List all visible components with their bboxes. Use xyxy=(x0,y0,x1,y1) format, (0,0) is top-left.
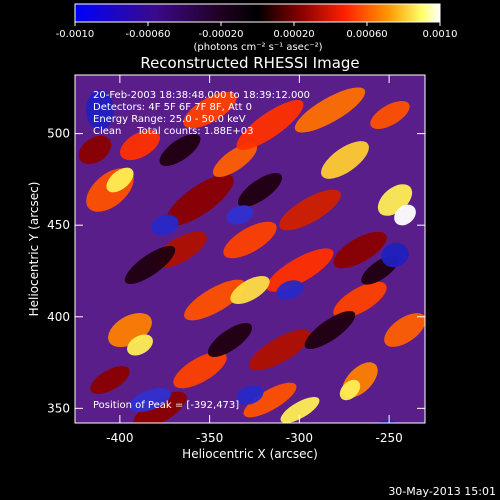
heatmap-blob xyxy=(90,366,130,394)
heatmap-blob xyxy=(207,322,253,358)
heatmap-blob xyxy=(124,245,176,285)
heatmap-blob xyxy=(133,391,187,423)
heatmap-blob xyxy=(230,276,270,304)
heatmap-blob xyxy=(184,279,246,321)
heatmap-blob xyxy=(226,205,254,225)
heatmap-blob xyxy=(78,135,112,165)
heatmap-blob xyxy=(183,91,237,129)
chart-title: Reconstructed RHESSI Image xyxy=(140,54,359,72)
annotation-energy: Energy Range: 25.0 - 50.0 keV xyxy=(93,114,246,125)
heatmap-blob xyxy=(236,385,264,405)
heatmap-blob xyxy=(129,387,171,413)
heatmap-blob xyxy=(223,221,277,259)
heatmap-blob xyxy=(321,141,369,179)
heatmap-blob xyxy=(249,329,311,371)
heatmap-blob xyxy=(243,382,297,418)
annotation-detectors: Detectors: 4F 5F 6F 7F 8F, Att 0 xyxy=(93,102,252,113)
footer-timestamp: 30-May-2013 15:01 xyxy=(388,485,496,498)
colorbar-tick-label: 0.00020 xyxy=(273,29,314,40)
heatmap-blob xyxy=(173,351,227,389)
heatmap-blob xyxy=(86,90,114,130)
y-axis-label: Heliocentric Y (arcsec) xyxy=(27,182,41,317)
heatmap-image xyxy=(75,75,425,423)
heatmap-blob xyxy=(370,101,410,129)
colorbar-tick-label: 0.0010 xyxy=(423,29,458,40)
x-tick-label: -250 xyxy=(375,431,402,445)
y-tick-label: 400 xyxy=(47,310,70,324)
y-tick-label: 500 xyxy=(47,127,70,141)
annotation-block: 20-Feb-2003 18:38:48.000 to 18:39:12.000… xyxy=(93,90,310,137)
colorbar-tick-label: -0.00060 xyxy=(126,29,171,40)
annotation-time: 20-Feb-2003 18:38:48.000 to 18:39:12.000 xyxy=(93,90,310,101)
heatmap-blob xyxy=(120,129,160,161)
heatmap-blob xyxy=(384,313,425,347)
x-tick-label: -400 xyxy=(106,431,133,445)
heatmap-blob xyxy=(333,231,387,269)
colorbar-tick-label: -0.0010 xyxy=(56,29,95,40)
y-axis-ticks: 350 400 450 500 xyxy=(47,127,425,415)
y-tick-label: 450 xyxy=(47,218,70,232)
y-tick-label: 350 xyxy=(47,401,70,415)
colorbar-tick-label: 0.00060 xyxy=(346,29,387,40)
heatmap-blob xyxy=(276,280,304,300)
x-tick-label: -300 xyxy=(286,431,313,445)
heatmap-blob xyxy=(394,204,416,226)
colorbar-label: (photons cm⁻² s⁻¹ asec⁻²) xyxy=(193,42,322,53)
heatmap-blob xyxy=(381,242,409,268)
colorbar-ticks: -0.0010 -0.00060 -0.00020 0.00020 0.00060 0.0… xyxy=(56,22,458,40)
x-axis-label: Heliocentric X (arcsec) xyxy=(182,447,318,461)
colorbar-tick-label: -0.00020 xyxy=(199,29,244,40)
heatmap-blob xyxy=(304,310,356,350)
heatmap-blob xyxy=(339,379,361,401)
x-tick-label: -350 xyxy=(196,431,223,445)
peak-position-label: Position of Peak = [-392,473] xyxy=(93,400,239,411)
heatmap-blob xyxy=(333,281,387,319)
x-axis-ticks: -400 -350 -300 -250 xyxy=(106,75,403,445)
heatmap-blob xyxy=(236,100,304,150)
heatmap-blob xyxy=(151,214,179,236)
heatmap-blob xyxy=(159,133,201,167)
heatmap-blob xyxy=(106,167,134,193)
heatmap-blob xyxy=(280,397,320,423)
heatmap-blob xyxy=(279,189,341,231)
heatmap-blob xyxy=(266,248,334,292)
heatmap-blob xyxy=(212,142,258,178)
heatmap-blob xyxy=(127,334,153,356)
colorbar xyxy=(74,3,441,23)
annotation-counts: Clean Total counts: 1.88E+03 xyxy=(93,126,253,137)
heatmap-blob xyxy=(166,174,234,226)
heatmap-blob xyxy=(294,87,366,133)
heatmap-blob xyxy=(237,172,283,208)
plot-frame xyxy=(74,74,426,424)
